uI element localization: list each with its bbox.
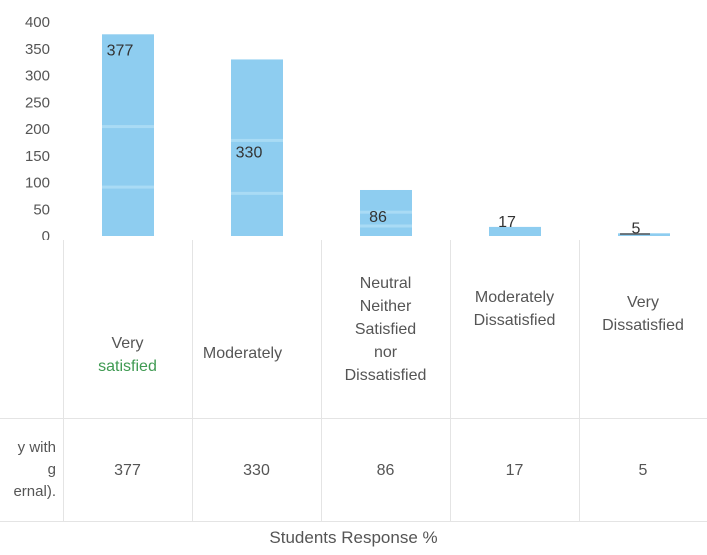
- category-line: Dissatisfied: [602, 317, 684, 334]
- bar-highlight: [360, 224, 412, 228]
- y-tick-label: 400: [25, 14, 50, 31]
- x-axis-title: Students Response %: [269, 528, 438, 547]
- row-label-line: y with: [17, 439, 56, 456]
- data-label: 5: [632, 220, 641, 237]
- category-line: Dissatisfied: [473, 312, 556, 329]
- category-line: Satisfied: [354, 320, 417, 338]
- category-cell-moderately-dissatisfied: Moderately Dissatisfied: [450, 240, 579, 418]
- table-column-divider: [192, 240, 193, 522]
- category-line: satisfied: [98, 358, 157, 375]
- category-line: nor: [373, 343, 398, 361]
- table-column-divider: [579, 240, 580, 522]
- y-tick-label: 150: [25, 148, 50, 165]
- bar: [489, 226, 541, 236]
- category-line: Moderately: [474, 289, 555, 306]
- category-line: Moderately: [202, 344, 283, 362]
- table-column-divider: [63, 240, 64, 522]
- table-value-cell: 5: [638, 461, 648, 479]
- table-value-cell: 330: [243, 461, 270, 479]
- category-cell-very-dissatisfied: Very Dissatisfied: [579, 240, 707, 418]
- y-tick-label: 250: [25, 94, 50, 111]
- bar-highlight: [360, 210, 412, 214]
- bar: [102, 34, 154, 237]
- y-tick-label: 100: [25, 175, 50, 192]
- table-value-cell: 377: [114, 461, 141, 479]
- y-tick-label: 350: [25, 41, 50, 58]
- table-value-cell: 86: [376, 461, 395, 479]
- category-line: Very: [626, 294, 659, 311]
- table-column-divider: [450, 240, 451, 522]
- bar: [231, 59, 283, 237]
- row-label-line: ernal).: [13, 483, 56, 500]
- table-column-divider: [321, 240, 322, 522]
- data-label: 330: [236, 144, 263, 161]
- category-line: Neither: [359, 297, 412, 315]
- category-cell-neutral: Neutral Neither Satisfied nor Dissatisfi…: [321, 240, 450, 418]
- bar-highlight: [231, 191, 283, 195]
- bar-highlight: [102, 185, 154, 189]
- category-line: Dissatisfied: [344, 366, 427, 384]
- category-line: Neutral: [359, 274, 412, 292]
- y-tick-label: 50: [33, 201, 50, 218]
- bar-chart: 400 350 300 250 200 150 100 50 0 377 330 86 17 5: [25, 14, 670, 240]
- table-bottom-border: [0, 521, 707, 522]
- row-label-line: g: [47, 461, 56, 478]
- bar-highlight: [102, 125, 154, 129]
- table-row-divider: [0, 418, 707, 419]
- category-cell-very-satisfied: Very satisfied: [63, 240, 192, 418]
- data-label: 86: [369, 209, 387, 226]
- y-tick-label: 300: [25, 68, 50, 85]
- data-label: 377: [107, 42, 134, 59]
- bar-highlight: [231, 138, 283, 142]
- table-row-label: y with g ernal).: [0, 418, 56, 522]
- table-value-cell: 17: [505, 461, 524, 479]
- data-table: y with g ernal). Very satisfied Moderate…: [0, 240, 707, 522]
- data-label: 17: [498, 214, 516, 231]
- y-tick-label: 200: [25, 121, 50, 138]
- category-cell-moderately: Moderately: [178, 240, 307, 418]
- y-tick-label: 0: [42, 228, 50, 240]
- category-line: Very: [111, 335, 144, 352]
